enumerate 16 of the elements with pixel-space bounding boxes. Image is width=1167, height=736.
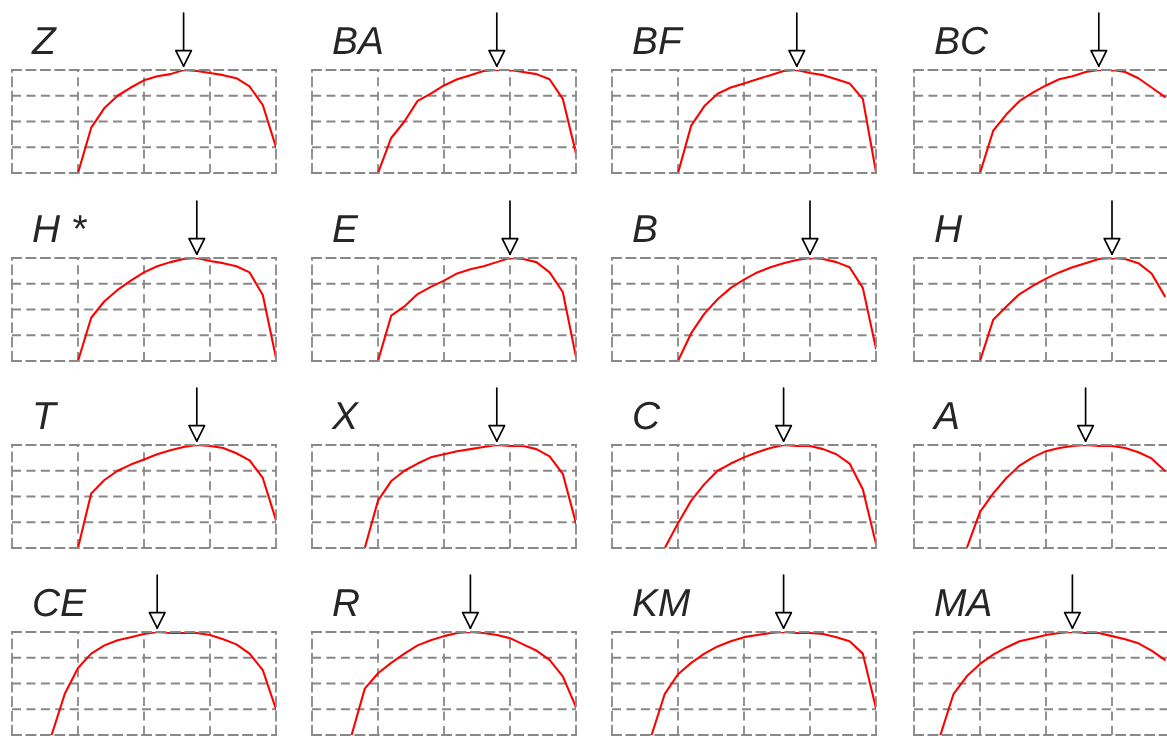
chart-title: BF xyxy=(633,27,684,54)
chart-title: B xyxy=(633,215,657,242)
chart-title: MA xyxy=(935,589,991,616)
chart-title: T xyxy=(35,402,59,429)
chart-title: C xyxy=(634,401,661,430)
chart-title: BA xyxy=(333,27,382,54)
chart-title: A xyxy=(932,402,958,429)
chart-title: KM xyxy=(633,589,691,616)
chart-title: H * xyxy=(33,215,88,242)
chart-title: R xyxy=(333,589,359,616)
chart-title: CE xyxy=(34,588,87,617)
chart-title: E xyxy=(333,215,359,242)
chart-title: H xyxy=(935,215,963,242)
chart-title: Z xyxy=(31,27,57,54)
chart-title: X xyxy=(331,402,360,429)
chart-title: BC xyxy=(935,26,989,55)
